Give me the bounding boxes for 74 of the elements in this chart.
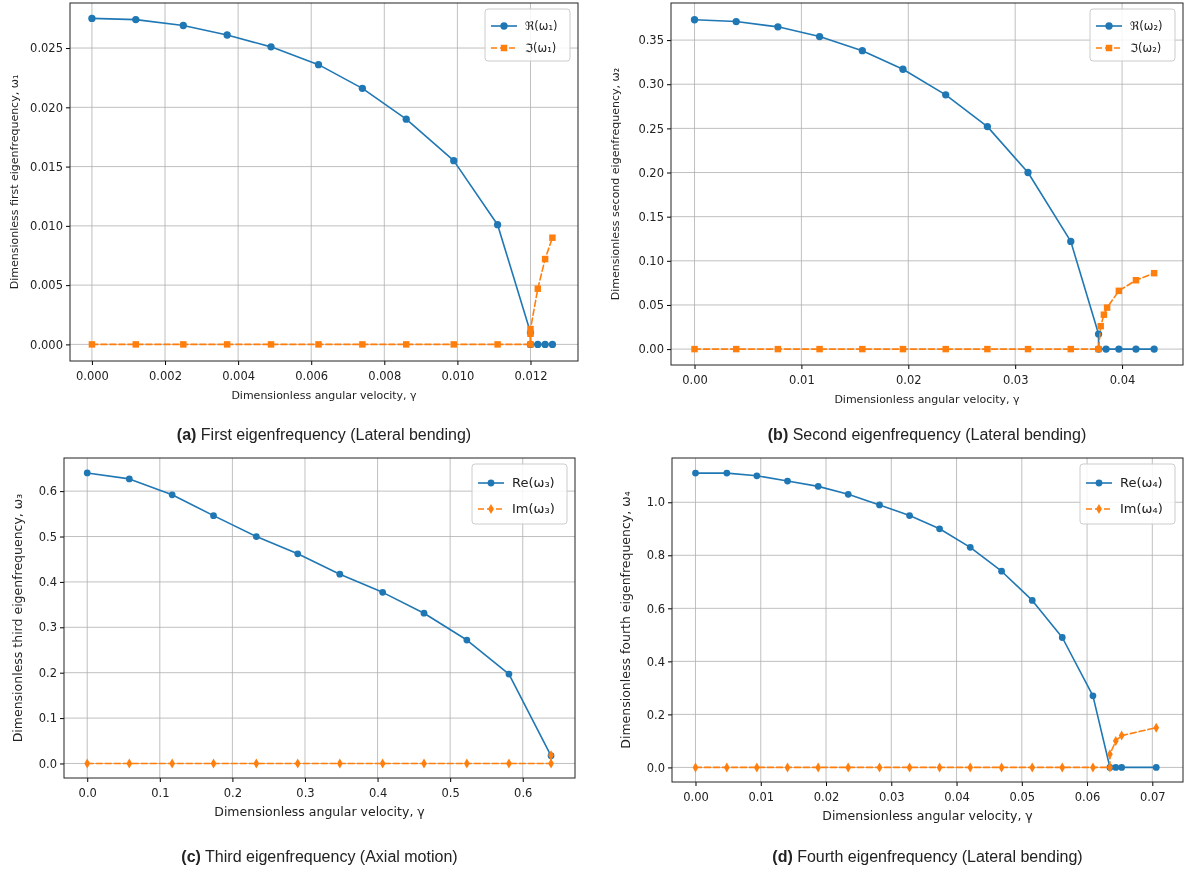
x-tick-label: 0.01 [748,789,775,804]
x-tick-label: 0.5 [441,785,460,800]
legend-label: Im(ω₃) [512,501,555,516]
x-tick-label: 0.012 [514,368,548,383]
x-tick-label: 0.008 [368,368,402,383]
y-tick-label: 0.2 [38,665,57,680]
x-tick-label: 0.010 [441,368,475,383]
y-tick-label: 0.3 [38,620,57,635]
x-tick-label: 0.04 [1109,372,1136,387]
y-tick-label: 0.00 [638,342,664,357]
y-axis-title: Dimensionless first eigenfrequency, ω₁ [8,74,21,290]
legend-label: ℜ(ω₁) [525,19,558,33]
x-axis-title: Dimensionless angular velocity, γ [834,393,1021,406]
legend-label: ℑ(ω₁) [525,41,557,55]
x-tick-label: 0.07 [1140,789,1166,804]
x-tick-label: 0.06 [1074,789,1101,804]
y-tick-label: 1.0 [646,495,665,510]
x-tick-label: 0.4 [368,785,388,800]
y-tick-label: 0.025 [30,41,63,56]
y-tick-label: 0.35 [638,33,664,48]
y-tick-label: 0.020 [30,100,63,115]
x-tick-label: 0.006 [295,368,329,383]
y-tick-label: 0.1 [38,711,57,726]
y-tick-label: 0.25 [638,121,664,136]
y-tick-label: 0.8 [646,548,665,563]
x-tick-label: 0.000 [75,368,109,383]
y-tick-label: 0.4 [646,654,665,669]
text: (b) Second eigenfrequency (Lateral bending) [767,426,1087,443]
x-tick-label: 0.02 [895,372,922,387]
legend-label: Re(ω₃) [512,475,555,490]
y-tick-label: 0.005 [30,278,63,293]
x-tick-label: 0.01 [789,372,815,387]
x-tick-label: 0.004 [222,368,256,383]
x-tick-label: 0.6 [514,785,533,800]
text: (c) Third eigenfrequency (Axial motion) [181,848,458,865]
y-axis-title: Dimensionless third eigenfrequency, ω₃ [10,493,25,743]
y-axis-title: Dimensionless fourth eigenfrequency, ω₄ [618,491,633,749]
legend-label: ℑ(ω₂) [1130,41,1162,55]
x-tick-label: 0.00 [682,372,708,387]
y-tick-label: 0.000 [30,337,63,352]
y-tick-label: 0.010 [30,219,63,234]
y-tick-label: 0.15 [638,209,664,224]
x-tick-label: 0.3 [296,785,315,800]
x-tick-label: 0.03 [1002,372,1029,387]
y-tick-label: 0.30 [638,77,664,92]
y-tick-label: 0.6 [646,601,665,616]
y-tick-label: 0.0 [646,760,665,775]
x-tick-label: 0.00 [683,789,709,804]
y-tick-label: 0.6 [38,484,57,499]
text: (d) Fourth eigenfrequency (Lateral bending) [772,848,1083,865]
y-tick-label: 0.015 [30,159,63,174]
x-axis-title: Dimensionless angular velocity, γ [214,804,426,819]
legend-label: Re(ω₄) [1120,475,1163,490]
y-tick-label: 0.20 [638,165,664,180]
x-tick-label: 0.04 [944,789,970,804]
x-tick-label: 0.0 [78,785,97,800]
y-tick-label: 0.10 [638,253,664,268]
x-axis-title: Dimensionless angular velocity, γ [231,389,418,402]
legend-label: Im(ω₄) [1120,501,1163,516]
y-tick-label: 0.0 [38,756,57,771]
y-axis-title: Dimensionless second eigenfrequency, ω₂ [609,67,622,301]
x-tick-label: 0.05 [1009,789,1036,804]
x-tick-label: 0.03 [878,789,905,804]
y-tick-label: 0.2 [646,707,665,722]
y-tick-label: 0.4 [38,575,57,590]
x-tick-label: 0.1 [151,785,170,800]
legend-label: ℜ(ω₂) [1130,19,1163,33]
x-tick-label: 0.02 [813,789,840,804]
x-axis-title: Dimensionless angular velocity, γ [822,808,1034,823]
x-tick-label: 0.2 [223,785,243,800]
x-tick-label: 0.002 [149,368,182,383]
y-tick-label: 0.05 [638,298,664,313]
y-tick-label: 0.5 [38,529,57,544]
text: (a) First eigenfrequency (Lateral bending) [176,426,472,443]
